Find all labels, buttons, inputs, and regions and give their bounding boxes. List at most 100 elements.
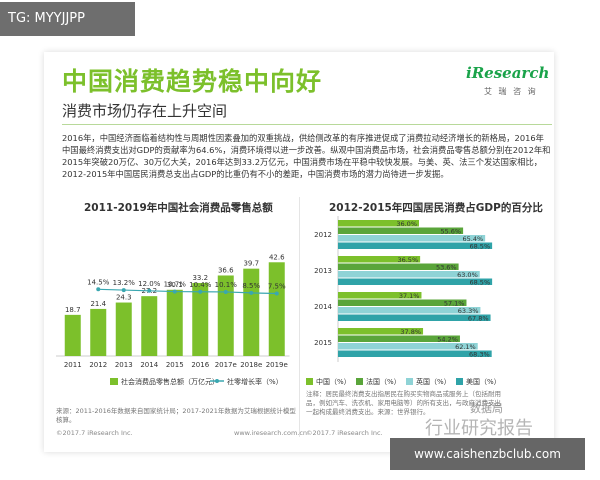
bar-2013-3	[338, 278, 493, 285]
legend-swatch-3	[456, 378, 463, 385]
rate-point-4	[198, 289, 203, 294]
legend-bar-swatch	[110, 378, 118, 385]
bar-2014-0	[338, 292, 422, 299]
watermark-big: 行业研究报告	[425, 418, 533, 439]
bar-label-2018e: 39.7	[243, 260, 259, 268]
tick-label-2015: 2015	[166, 361, 184, 369]
bar-2013-0	[338, 256, 421, 263]
bar-label-2012: 21.4	[90, 300, 106, 308]
rate-label-6: 8.5%	[242, 282, 260, 290]
legend-label-2: 英国（%）	[416, 377, 451, 386]
subtitle-divider	[62, 124, 552, 125]
retail-sales-chart: 18.7201121.4201224.3201327.2201430.12015…	[56, 253, 290, 386]
bar-label-2017e: 36.6	[218, 266, 234, 274]
bar-2015-2	[338, 343, 478, 350]
bar-label-2015-1: 54.2%	[437, 336, 458, 344]
tick-label-2013: 2013	[314, 267, 332, 275]
bar-label-2015-0: 37.8%	[400, 328, 421, 336]
bar-label-2012-1: 55.6%	[440, 228, 461, 236]
tick-label-2012: 2012	[89, 361, 107, 369]
bar-label-2012-0: 36.0%	[396, 220, 417, 228]
bar-2012-0	[338, 220, 419, 227]
bar-2014-1	[338, 299, 467, 306]
bar-2016	[192, 282, 209, 356]
bar-label-2012-3: 68.5%	[469, 243, 490, 251]
page-title: 中国消费趋势稳中向好	[62, 67, 323, 96]
rate-label-5: 10.1%	[215, 281, 238, 289]
rate-point-5	[223, 289, 228, 294]
consumption-gdp-chart: 201236.0%55.6%65.4%68.5%201336.5%53.6%63…	[306, 216, 501, 386]
bar-2017e	[217, 275, 234, 356]
left-chart-title: 2011-2019年中国社会消费品零售总额	[84, 202, 273, 214]
left-copyright: ©2017.7 iResearch Inc.	[56, 429, 133, 437]
bar-label-2013-2: 63.0%	[457, 271, 478, 279]
bar-2015-3	[338, 350, 492, 357]
bar-2014-2	[338, 307, 481, 314]
bar-label-2019e: 42.6	[269, 253, 285, 261]
left-chart-note: 来源：2011-2016年数据来自国家统计局；2017-2021年数据为艾瑞根据…	[56, 407, 296, 424]
bar-2013-1	[338, 263, 459, 270]
legend-line-marker	[215, 379, 219, 383]
rate-point-0	[96, 287, 101, 292]
bar-label-2014-0: 37.1%	[399, 292, 420, 300]
bar-2019e	[268, 262, 285, 356]
iresearch-logo: iResearch 艾 瑞 咨 询	[464, 60, 549, 98]
tick-label-2018e: 2018e	[240, 361, 262, 369]
bar-label-2014-1: 57.1%	[444, 300, 465, 308]
watermark-small: 数据局	[470, 402, 503, 415]
legend-label-1: 法国（%）	[366, 377, 401, 386]
bar-label-2011: 18.7	[65, 306, 81, 314]
site-banner[interactable]: www.caishenzbclub.com	[390, 438, 585, 470]
rate-line	[98, 288, 277, 295]
logo-text: iResearch	[466, 64, 550, 82]
legend-label-3: 美国（%）	[466, 377, 501, 386]
bar-2013-2	[338, 271, 480, 278]
tick-label-2014: 2014	[140, 361, 158, 369]
page-subtitle: 消费市场仍存在上升空间	[62, 102, 228, 120]
legend-swatch-2	[406, 378, 413, 385]
bar-2012-2	[338, 235, 486, 242]
rate-point-6	[249, 290, 254, 295]
bar-label-2015-3: 68.3%	[469, 351, 490, 359]
bar-label-2013: 24.3	[116, 294, 132, 302]
legend-line-label: 社零增长率（%）	[227, 377, 283, 386]
tick-label-2012: 2012	[314, 231, 332, 239]
rate-point-7	[274, 291, 279, 296]
rate-label-0: 14.5%	[87, 278, 110, 286]
tick-label-2015: 2015	[314, 339, 332, 347]
bar-2012-1	[338, 227, 464, 234]
tick-label-2017e: 2017e	[215, 361, 237, 369]
left-site: www.iresearch.com.cn	[234, 429, 308, 437]
rate-label-1: 13.2%	[113, 279, 136, 287]
bar-label-2014-3: 67.8%	[468, 315, 489, 323]
rate-label-2: 12.0%	[138, 280, 161, 288]
rate-point-3	[172, 289, 177, 294]
bar-2013	[115, 302, 132, 356]
bar-label-2014-2: 63.3%	[458, 307, 479, 315]
rate-point-2	[147, 288, 152, 293]
right-chart-note: 注释：居民最终消费支出指居民在购买实物商品或服务上（包括耐用品，例如汽车、洗衣机…	[306, 390, 501, 416]
tick-label-2016: 2016	[191, 361, 209, 369]
bar-label-2015: 30.1	[167, 281, 183, 289]
tick-label-2013: 2013	[115, 361, 133, 369]
rate-label-3: 10.7%	[164, 281, 187, 289]
bar-2012	[90, 308, 107, 356]
bar-2015-1	[338, 335, 460, 342]
legend-swatch-1	[356, 378, 363, 385]
bar-label-2013-0: 36.5%	[397, 256, 418, 264]
legend-bar-label: 社会消费品零售总额（万亿元）	[121, 377, 219, 386]
bar-label-2012-2: 65.4%	[462, 235, 483, 243]
right-copyright: ©2017.7 iResearch Inc.	[306, 429, 383, 437]
right-chart-title: 2012-2015年四国居民消费占GDP的百分比	[329, 202, 543, 214]
bar-2014-3	[338, 314, 491, 321]
watermark-tag: TG: MYYJJPP	[0, 2, 135, 36]
bar-2018e	[243, 268, 260, 356]
report-card: 中国消费趋势稳中向好 消费市场仍存在上升空间 iResearch 艾 瑞 咨 询…	[44, 52, 554, 452]
legend-label-0: 中国（%）	[316, 377, 351, 386]
bar-label-2015-2: 62.1%	[455, 343, 476, 351]
bar-label-2013-1: 53.6%	[436, 264, 457, 272]
bar-2011	[64, 314, 81, 356]
legend-swatch-0	[306, 378, 313, 385]
tick-label-2019e: 2019e	[266, 361, 288, 369]
rate-point-1	[121, 288, 126, 293]
